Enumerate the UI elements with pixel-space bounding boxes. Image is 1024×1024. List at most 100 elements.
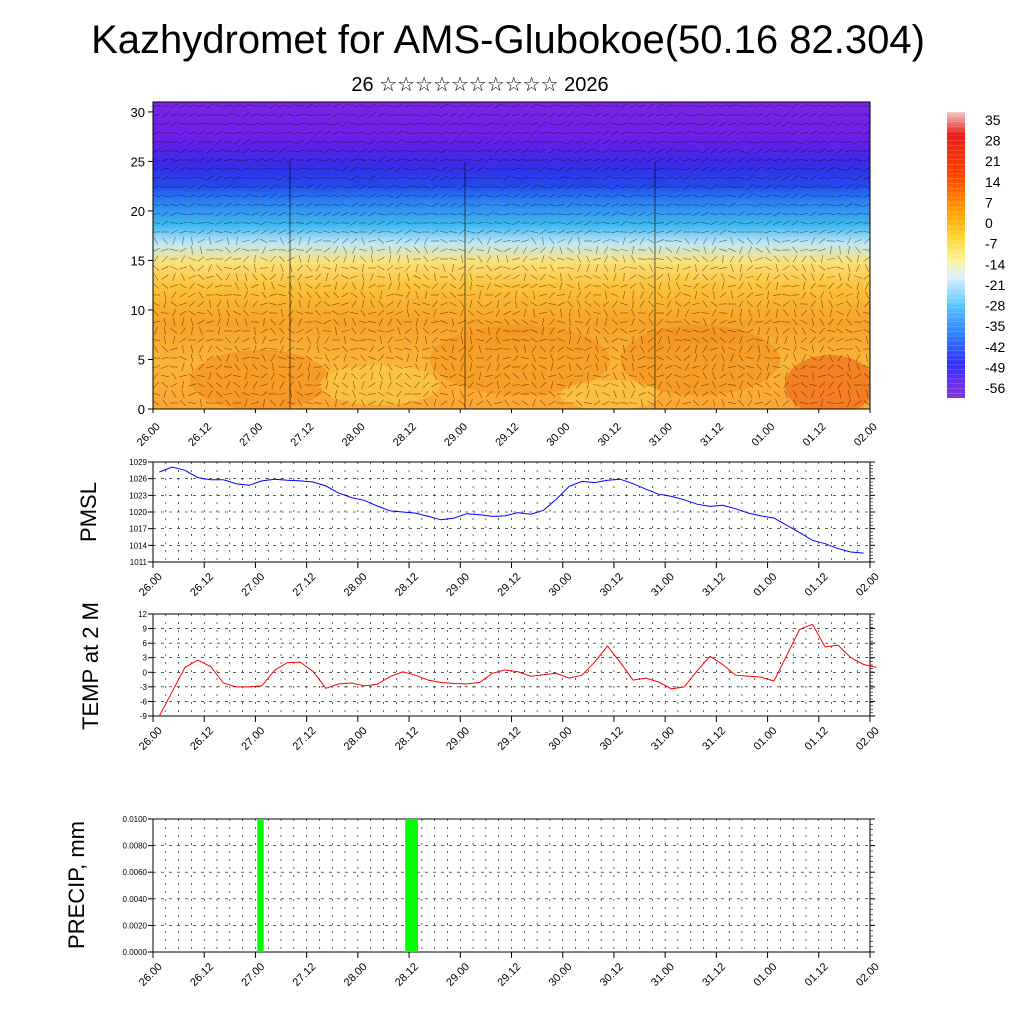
precip-ytick-label: 0.0080 xyxy=(123,842,148,851)
pmsl-line xyxy=(159,466,864,554)
precip-bar xyxy=(405,819,418,952)
pmsl-panel: 1011 1014 1017 1020 1023 1026 1029 26.00 26.12 27… xyxy=(76,458,882,599)
precip-ytick-label: 0.0040 xyxy=(123,895,148,904)
xsec-xtick-label: 29.00 xyxy=(442,421,470,449)
xsec-xtick-label: 01.00 xyxy=(749,421,777,449)
temp-line xyxy=(158,623,877,717)
colorbar-label: -14 xyxy=(985,256,1005,272)
xsec-xtick-label: 26.00 xyxy=(135,421,163,449)
precip-xtick-label: 02.00 xyxy=(854,961,882,989)
precip-xtick-label: 01.00 xyxy=(751,961,779,989)
precip-xtick-label: 27.00 xyxy=(239,961,267,989)
warm-region xyxy=(785,355,870,409)
temp-ytick-label: -9 xyxy=(140,712,148,721)
wind-barbs xyxy=(153,103,870,408)
colorbar-label: -21 xyxy=(985,277,1005,293)
pmsl-xtick-label: 28.12 xyxy=(393,571,421,599)
precip-xtick-label: 30.12 xyxy=(598,961,626,989)
precip-xtick-label: 31.00 xyxy=(649,961,677,989)
temp-xtick-label: 27.00 xyxy=(239,725,267,753)
xsec-xtick-label: 31.00 xyxy=(647,421,675,449)
precip-frame xyxy=(152,818,871,953)
page-subtitle: 26 ☆☆☆☆☆☆☆☆☆☆ 2026 xyxy=(351,74,609,96)
xsec-ytick-label: 10 xyxy=(131,303,145,318)
cross-section-panel: 0 5 10 15 20 25 30 26.00 26.12 27.00 27.12 28.00 28.… xyxy=(131,101,880,449)
colorbar-label: -42 xyxy=(985,339,1005,355)
xsec-xtick-label: 28.12 xyxy=(391,421,419,449)
precip-ylabel: PRECIP, mm xyxy=(64,821,89,949)
colorbar-label: 21 xyxy=(985,153,1001,169)
precip-xtick-label: 29.00 xyxy=(444,961,472,989)
precip-ytick-label: 0.0020 xyxy=(123,921,148,930)
temp-xtick-label: 29.12 xyxy=(495,725,523,753)
temp-xtick-label: 26.12 xyxy=(188,725,216,753)
temp-xtick-label: 02.00 xyxy=(854,725,882,753)
precip-ytick-label: 0.0000 xyxy=(123,948,148,957)
pmsl-ytick-label: 1011 xyxy=(130,558,148,567)
pmsl-ytick-label: 1029 xyxy=(129,458,147,467)
precip-panel: 0.0000 0.0020 0.0040 0.0060 0.0080 0.0100 26.0… xyxy=(64,815,882,989)
xsec-xtick-label: 31.12 xyxy=(698,421,726,449)
colorbar: 35 28 21 14 7 0 -7 -14 -21 -28 -35 -42 -49 -56 xyxy=(947,111,1005,398)
colorbar-label: 28 xyxy=(985,133,1001,149)
precip-xtick-label: 29.12 xyxy=(495,961,523,989)
warm-region xyxy=(190,350,330,409)
pmsl-xtick-label: 26.12 xyxy=(188,571,216,599)
xsec-ytick-label: 20 xyxy=(131,204,145,219)
xsec-xtick-label: 27.12 xyxy=(289,421,317,449)
temp-frame xyxy=(152,613,871,717)
pmsl-xtick-label: 01.00 xyxy=(751,571,779,599)
precip-ytick-label: 0.0060 xyxy=(123,868,148,877)
precip-xtick-label: 31.12 xyxy=(700,961,728,989)
temp-xtick-label: 01.00 xyxy=(751,725,779,753)
pmsl-xtick-label: 29.12 xyxy=(495,571,523,599)
temp-ytick-label: 0 xyxy=(143,668,148,677)
precip-xtick-label: 26.12 xyxy=(188,961,216,989)
xsec-xtick-label: 30.12 xyxy=(596,421,624,449)
precip-xtick-label: 01.12 xyxy=(803,961,831,989)
precip-xtick-label: 26.00 xyxy=(137,961,165,989)
temp-ytick-label: 6 xyxy=(143,639,148,648)
pmsl-xtick-label: 27.00 xyxy=(239,571,267,599)
colorbar-label: -49 xyxy=(985,359,1005,375)
xsec-ytick-label: 0 xyxy=(138,402,145,417)
warm-region xyxy=(320,365,440,405)
temp-xtick-label: 31.12 xyxy=(700,725,728,753)
xsec-ytick-label: 15 xyxy=(131,253,145,268)
pmsl-xtick-label: 30.00 xyxy=(547,571,575,599)
pmsl-ytick-label: 1020 xyxy=(129,508,147,517)
temp-ylabel: TEMP at 2 M xyxy=(78,602,103,730)
colorbar-label: -7 xyxy=(985,236,998,252)
precip-bar xyxy=(257,819,264,952)
temp-xtick-label: 27.12 xyxy=(291,725,319,753)
pmsl-xtick-label: 31.12 xyxy=(700,571,728,599)
temp-xtick-label: 26.00 xyxy=(137,725,165,753)
xsec-ytick-label: 5 xyxy=(138,352,145,367)
pmsl-ytick-label: 1014 xyxy=(129,541,147,550)
xsec-xtick-label: 28.00 xyxy=(340,421,368,449)
pmsl-ytick-label: 1017 xyxy=(129,525,147,534)
pmsl-xtick-label: 01.12 xyxy=(803,571,831,599)
temp-xtick-label: 01.12 xyxy=(803,725,831,753)
xsec-ytick-label: 25 xyxy=(131,154,145,169)
colorbar-label: 0 xyxy=(985,215,993,231)
temp-ytick-label: -6 xyxy=(140,697,148,706)
pmsl-xtick-label: 31.00 xyxy=(649,571,677,599)
pmsl-xtick-label: 27.12 xyxy=(291,571,319,599)
colorbar-label: 14 xyxy=(985,174,1001,190)
temp-xtick-label: 29.00 xyxy=(444,725,472,753)
pmsl-ytick-label: 1023 xyxy=(129,491,147,500)
warm-region xyxy=(560,380,660,409)
precip-xtick-label: 30.00 xyxy=(547,961,575,989)
colorbar-label: 35 xyxy=(985,112,1001,128)
temp-xtick-label: 28.12 xyxy=(393,725,421,753)
colorbar-label: -35 xyxy=(985,318,1005,334)
temp-ytick-label: 12 xyxy=(138,610,147,619)
temp-xtick-label: 31.00 xyxy=(649,725,677,753)
colorbar-label: 7 xyxy=(985,194,993,210)
pmsl-xtick-label: 02.00 xyxy=(854,571,882,599)
pmsl-ylabel: PMSL xyxy=(76,482,101,542)
colorbar-label: -28 xyxy=(985,298,1005,314)
xsec-xtick-label: 30.00 xyxy=(545,421,573,449)
